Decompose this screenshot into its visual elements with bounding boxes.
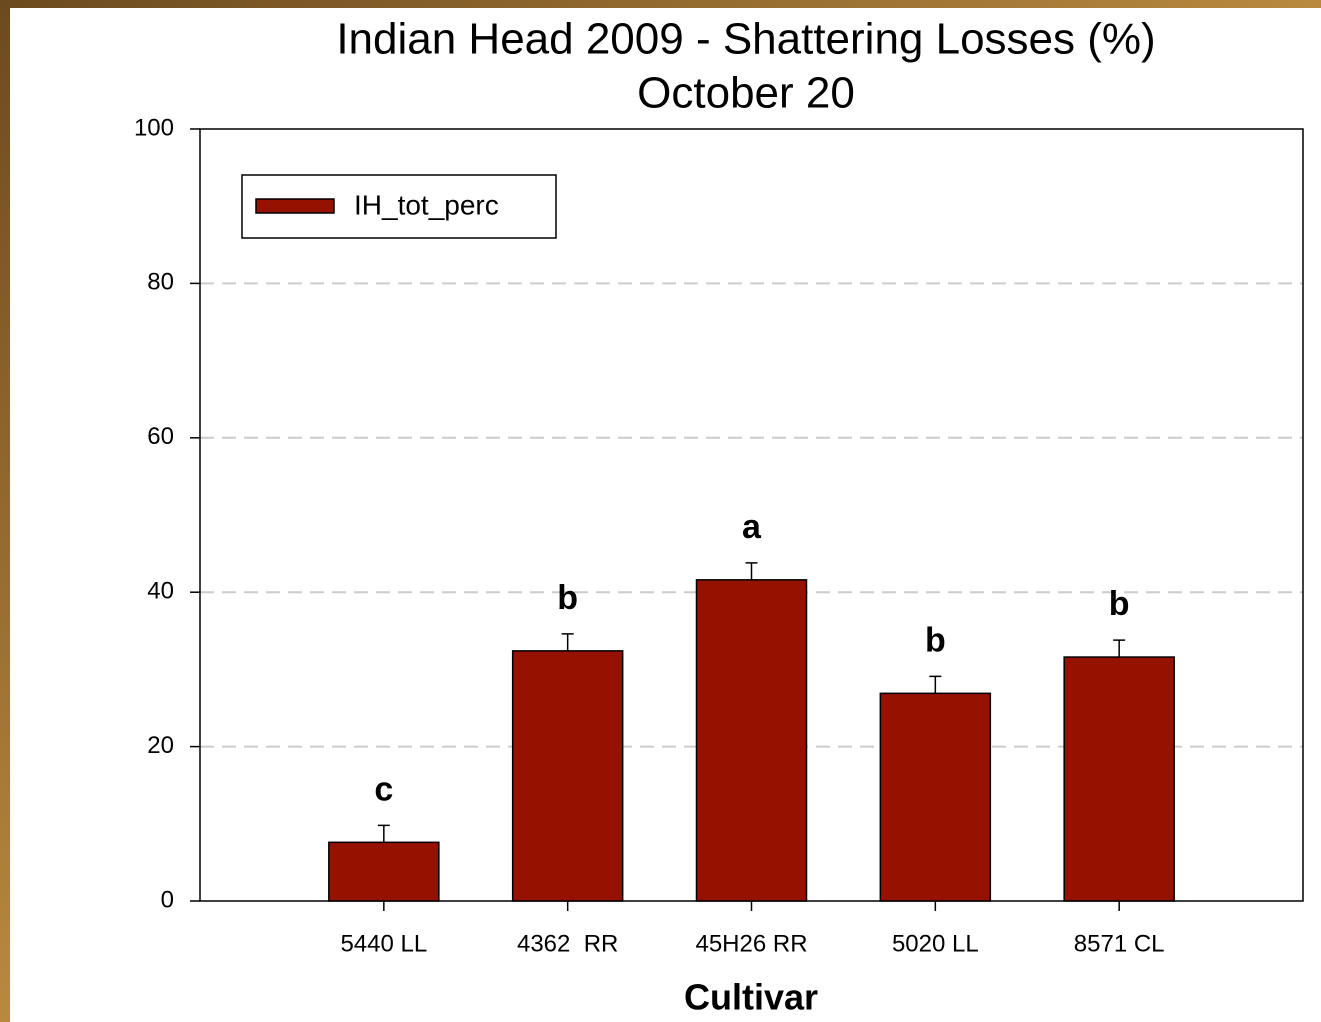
bar — [328, 841, 440, 902]
bar — [511, 650, 624, 902]
y-tick-label: 20 — [147, 732, 174, 759]
error-bar — [561, 633, 574, 651]
significance-letter: c — [374, 770, 393, 808]
y-tick-label: 60 — [147, 423, 174, 450]
error-bar — [745, 562, 758, 580]
x-tick-label: 5440 LL — [340, 930, 427, 957]
error-bar — [377, 824, 390, 843]
significance-letter: b — [925, 621, 946, 659]
y-tick-label: 100 — [134, 114, 174, 141]
legend-label: IH_tot_perc — [354, 189, 499, 220]
significance-letter: b — [1109, 585, 1130, 623]
chart-title: Indian Head 2009 - Shattering Losses (%) — [336, 15, 1155, 64]
error-bar — [1113, 639, 1126, 658]
x-axis-label: Cultivar — [684, 977, 818, 1018]
error-bar — [929, 675, 942, 694]
legend-swatch — [255, 198, 335, 214]
x-tick-label: 45H26 RR — [695, 930, 807, 957]
x-tick-label: 5020 LL — [892, 930, 979, 957]
x-tick-label: 8571 CL — [1074, 930, 1165, 957]
x-tick-label: 4362 RR — [517, 930, 618, 957]
y-tick-label: 40 — [147, 578, 174, 605]
significance-letter: a — [742, 508, 762, 546]
y-tick-label: 0 — [161, 886, 174, 913]
bar — [879, 692, 992, 902]
bar — [695, 579, 808, 902]
y-tick-label: 80 — [147, 269, 174, 296]
chart-subtitle: October 20 — [637, 69, 855, 118]
significance-letter: b — [557, 579, 578, 617]
bar — [1063, 656, 1175, 902]
